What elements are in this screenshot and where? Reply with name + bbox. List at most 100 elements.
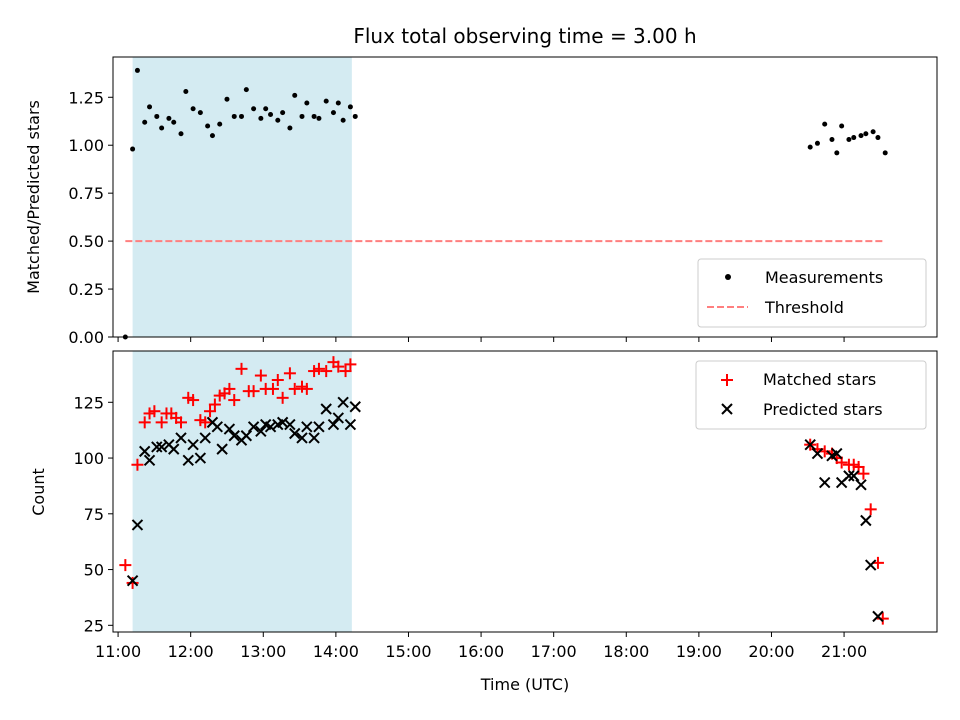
legend-matched-label: Matched stars [763,370,876,389]
legend-matched-marker [721,374,733,386]
predicted-star-point [151,441,163,453]
matched-star-point [223,382,236,395]
measurement-point [275,117,281,123]
measurement-point [183,89,189,95]
matched-star-point [126,576,139,589]
matched-star-point [288,382,301,395]
measurement-point [217,121,223,127]
measurement-point [159,125,165,131]
measurement-point [147,104,153,110]
predicted-star-point [182,454,194,466]
x-tick-label: 11:00 [95,642,141,661]
predicted-star-point [126,574,139,587]
predicted-star-point [223,423,236,435]
count-y-tick-label: 50 [84,561,104,580]
predicted-star-point [255,425,267,437]
predicted-star-point [344,418,357,431]
predicted-star-point [804,438,816,451]
matched-star-point [247,385,260,398]
measurement-point [347,104,353,110]
measurement-point [839,123,845,129]
matched-star-point [283,367,296,380]
measurement-point [335,100,341,106]
ratio-y-tick-label: 0.50 [68,232,104,251]
predicted-star-point [211,421,224,433]
predicted-star-point [337,396,349,409]
predicted-star-point [240,430,253,442]
predicted-star-point [228,430,240,442]
measurement-point [251,106,257,112]
measurement-point [299,113,305,119]
matched-star-point [271,373,284,386]
measurement-point [875,135,881,141]
count-shaded-interval [132,351,352,632]
measurement-point [316,115,322,121]
ratio-y-tick-label: 1.25 [68,88,104,107]
measurement-point [323,98,329,104]
matched-star-point [208,398,221,411]
x-tick-label: 13:00 [240,642,286,661]
measurement-point [834,150,840,156]
count-legend-box [695,360,927,430]
measurement-point [863,131,869,137]
measurement-point [258,115,264,121]
x-tick-label: 14:00 [313,642,359,661]
measurement-point [197,110,203,116]
measurement-point [166,115,172,121]
predicted-star-point [168,443,180,455]
matched-star-point [320,365,333,378]
x-tick-label: 16:00 [458,642,504,661]
matched-star-point [138,416,151,429]
predicted-star-point [289,427,301,440]
measurement-point [130,146,136,152]
predicted-star-point [848,470,860,482]
measurement-point [134,67,140,73]
legend-measurements-label: Measurements [765,268,883,287]
ratio-y-axis-label: Matched/Predicted stars [24,100,43,294]
predicted-star-point [131,519,144,531]
count-y-tick-label: 75 [84,505,104,524]
matched-star-point [332,360,345,373]
predicted-star-point [199,432,211,444]
matched-star-point [254,369,267,382]
matched-star-point [266,382,279,395]
legend-threshold-label: Threshold [764,298,844,317]
ratio-legend: Measurements Threshold [697,258,927,328]
measurement-point [224,96,230,102]
predicted-star-point [187,438,199,451]
measurement-point [154,113,160,119]
chart-title: Flux total observing time = 3.00 h [353,24,696,48]
measurement-point [243,87,249,93]
matched-star-point [199,416,212,429]
measurement-point [829,136,835,142]
matched-star-point [339,365,352,378]
measurement-point [814,140,820,146]
matched-star-point [204,405,217,418]
matched-star-point [857,467,870,480]
predicted-star-point [264,421,277,433]
legend-measurements-dot [725,274,731,280]
predicted-star-point [819,476,831,489]
matched-star-point [131,458,144,471]
predicted-star-point [216,443,228,455]
count-plot-frame [112,350,938,633]
measurement-point [304,100,310,106]
x-axis-label: Time (UTC) [480,675,569,694]
matched-star-point [864,503,877,516]
measurement-point [882,150,888,156]
predicted-star-point [313,421,325,433]
matched-star-point [155,416,168,429]
ratio-panel: 0.00 0.25 0.50 0.75 1.00 1.25 Matched/Predict… [24,56,938,347]
measurement-point [311,113,317,119]
x-tick-label: 18:00 [603,642,649,661]
predicted-star-point [155,441,168,453]
matched-star-point [148,405,161,418]
matched-star-point [300,382,313,395]
ratio-y-tick-label: 0.25 [68,280,104,299]
ratio-y-tick-label: 0.75 [68,184,104,203]
x-tick-label: 20:00 [748,642,794,661]
predicted-star-point [332,412,345,424]
predicted-star-point [308,432,320,444]
predicted-star-point [301,421,313,433]
